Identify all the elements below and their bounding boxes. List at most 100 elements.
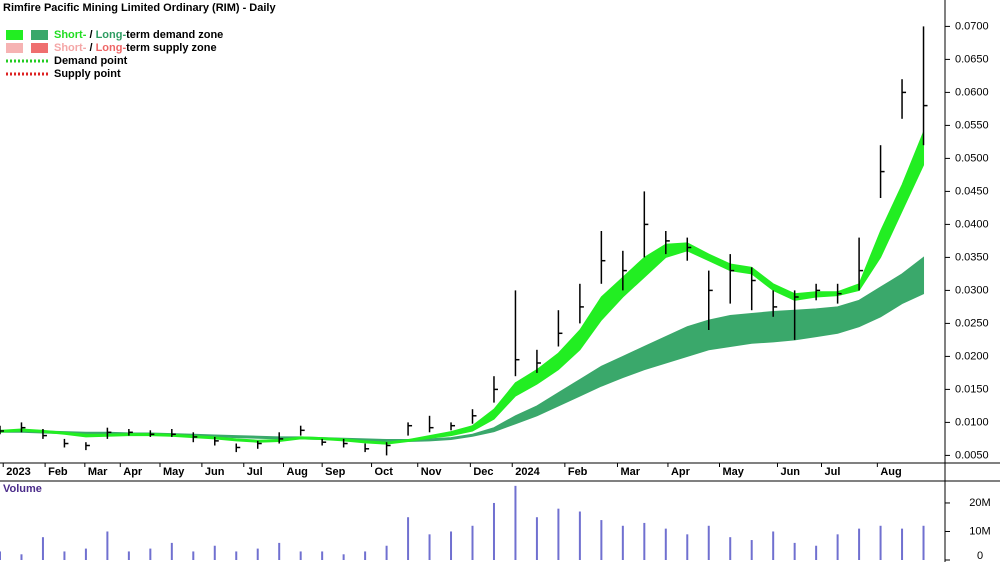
volume-label: Volume [3,483,42,495]
volume-bar [514,485,517,560]
x-tick-label: Apr [671,466,691,478]
legend-text-part: / [86,29,95,41]
volume-bar [385,545,388,560]
volume-bar [621,525,624,560]
x-tick-label: Aug [287,466,308,478]
x-tick-label: Mar [88,466,108,478]
legend-swatch [6,43,23,53]
legend-swatch [6,30,23,40]
y-tick-label: 0.0100 [955,416,989,428]
volume-bar [815,545,818,560]
volume-bar [170,542,173,560]
zone-band [0,131,925,445]
volume-bar [578,511,581,560]
y-tick-label: 0.0650 [955,53,989,65]
volume-bar [342,554,345,560]
legend-label: Short- / Long-term demand zone [54,29,223,41]
volume-bar [84,548,87,560]
x-tick-label: Jun [780,466,800,478]
x-tick-label: Dec [473,466,493,478]
legend-label: Demand point [54,55,128,67]
volume-bar [750,540,753,560]
legend-swatch [31,43,48,53]
volume-bar [235,551,238,560]
volume-bar [0,551,1,560]
v-tick-label: 0 [977,550,983,562]
legend-text-part: Long- [96,42,127,54]
volume-bar [471,525,474,560]
v-tick-label: 20M [969,497,990,509]
legend-label: Short- / Long-term supply zone [54,42,217,54]
volume-bar [213,545,216,560]
legend-text-part: term supply zone [126,42,216,54]
volume-bar [858,528,861,560]
y-tick-label: 0.0200 [955,350,989,362]
volume-bar [557,508,560,560]
volume-bar [879,525,882,560]
volume-bar [192,551,195,560]
y-tick-label: 0.0450 [955,185,989,197]
volume-bar [535,517,538,560]
volume-bar [407,517,410,560]
x-tick-label: 2024 [515,466,540,478]
volume-bar [364,551,367,560]
volume-bar [901,528,904,560]
volume-bar [256,548,259,560]
volume-bar [707,525,710,560]
volume-bar [922,525,925,560]
volume-bar [793,542,796,560]
x-tick-label: Jul [825,466,841,478]
y-tick-label: 0.0150 [955,383,989,395]
volume-bar [686,534,689,560]
x-tick-label: May [722,466,744,478]
volume-bar [772,531,775,560]
x-tick-label: Feb [568,466,588,478]
x-tick-label: Jun [205,466,225,478]
x-tick-label: May [163,466,185,478]
volume-bar [149,548,152,560]
y-tick-label: 0.0550 [955,119,989,131]
x-tick-label: 2023 [6,466,30,478]
y-tick-label: 0.0300 [955,284,989,296]
y-tick-label: 0.0700 [955,20,989,32]
y-tick-label: 0.0250 [955,317,989,329]
volume-bar [41,537,44,560]
legend-text-part: term demand zone [126,29,223,41]
legend-text-part: Short- [54,29,87,41]
x-tick-label: Aug [880,466,901,478]
volume-bar [278,542,281,560]
v-tick-label: 10M [969,525,990,537]
y-tick-label: 0.0050 [955,449,989,461]
y-tick-label: 0.0600 [955,86,989,98]
x-tick-label: Jul [247,466,263,478]
x-tick-label: Feb [48,466,68,478]
x-tick-label: Nov [421,466,443,478]
x-tick-label: Sep [325,466,345,478]
volume-bar [600,520,603,560]
volume-bar [321,551,324,560]
volume-bar [450,531,453,560]
legend-swatch [31,30,48,40]
volume-bar [63,551,66,560]
volume-bar [428,534,431,560]
chart-title: Rimfire Pacific Mining Limited Ordinary … [3,2,276,14]
volume-bar [127,551,130,560]
legend-text-part: / [86,42,95,54]
x-tick-label: Oct [375,466,394,478]
volume-bar [492,502,495,560]
volume-bar [20,554,23,560]
legend-text-part: Short- [54,42,87,54]
volume-bar [299,551,302,560]
volume-bar [729,537,732,560]
volume-bar [106,531,109,560]
volume-bar [836,534,839,560]
y-tick-label: 0.0400 [955,218,989,230]
y-tick-label: 0.0500 [955,152,989,164]
volume-bar [664,528,667,560]
legend-label: Supply point [54,68,121,80]
legend-text-part: Long- [96,29,127,41]
x-tick-label: Apr [123,466,143,478]
x-tick-label: Mar [620,466,640,478]
